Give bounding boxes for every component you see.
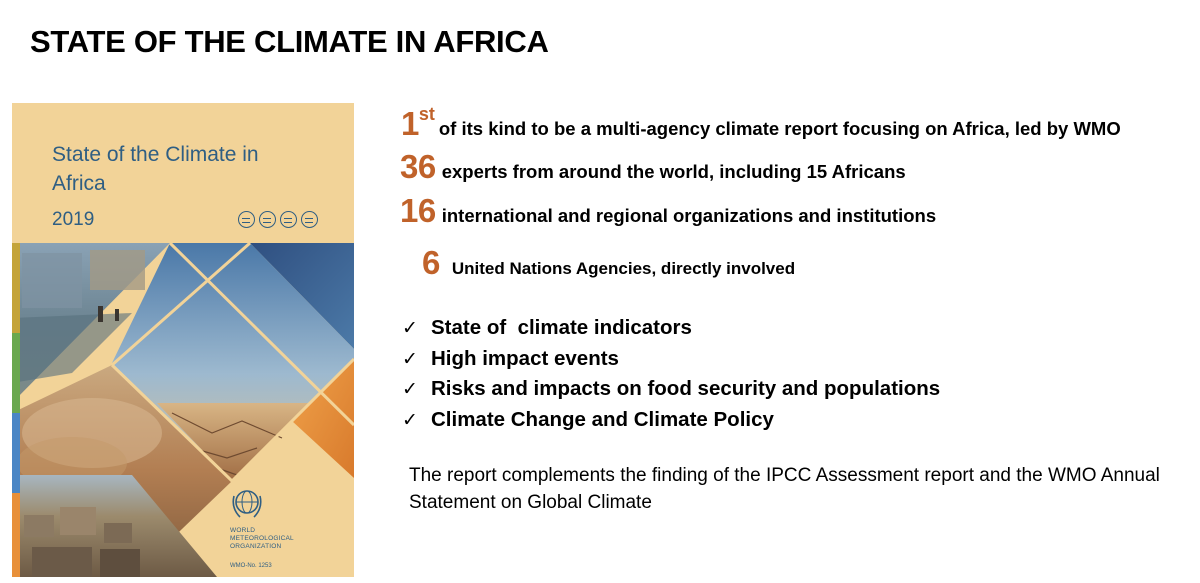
partner-logos <box>238 211 318 228</box>
check-mark-icon: ✓ <box>402 317 418 340</box>
stat-number: 36 <box>400 148 436 185</box>
partner-logo-icon <box>301 211 318 228</box>
checklist-item: ✓ Climate Change and Climate Policy <box>402 405 940 436</box>
stat-text: international and regional organizations… <box>441 205 937 226</box>
cover-publication-number: WMO-No. 1253 <box>230 563 272 569</box>
partner-logo-icon <box>238 211 255 228</box>
stat-text: United Nations Agencies, directly involv… <box>451 259 796 278</box>
stat-superscript: st <box>418 104 435 124</box>
stat-number: 6 <box>422 244 440 281</box>
check-mark-icon: ✓ <box>402 378 418 401</box>
stat-organizations: 16 international and regional organizatio… <box>400 192 936 230</box>
check-mark-icon: ✓ <box>402 408 418 431</box>
wmo-emblem-icon <box>232 490 262 518</box>
stat-text: experts from around the world, including… <box>441 161 906 182</box>
report-note: The report complements the finding of th… <box>409 465 1160 513</box>
checklist-item-text: Climate Change and Climate Policy <box>431 407 774 431</box>
checklist-item-text: Risks and impacts on food security and p… <box>431 377 941 401</box>
cover-year: 2019 <box>52 209 95 230</box>
partner-logo-icon <box>259 211 276 228</box>
partner-logo-icon <box>280 211 297 228</box>
stat-first: 1stof its kind to be a multi-agency clim… <box>401 104 1121 143</box>
stat-number: 1 <box>401 105 419 142</box>
report-cover-image: State of the Climate in Africa 2019 WORL… <box>12 103 354 577</box>
cover-organization: WORLD METEOROLOGICAL ORGANIZATION <box>230 527 294 550</box>
checklist-item: ✓ State of climate indicators <box>402 313 940 344</box>
checklist-item: ✓ High impact events <box>402 344 940 375</box>
stat-un-agencies: 6 United Nations Agencies, directly invol… <box>422 244 795 282</box>
stat-text: of its kind to be a multi-agency climate… <box>438 118 1121 139</box>
cover-side-color-strip <box>12 243 20 577</box>
cover-title: State of the Climate in Africa <box>52 143 259 195</box>
stat-number: 16 <box>400 192 436 229</box>
checklist-item: ✓ Risks and impacts on food security and… <box>402 374 940 405</box>
topic-checklist: ✓ State of climate indicators ✓ High imp… <box>402 313 940 435</box>
checklist-item-text: State of climate indicators <box>431 316 692 340</box>
stat-experts: 36 experts from around the world, includi… <box>400 148 906 186</box>
cover-artwork <box>12 241 354 577</box>
slide-title: STATE OF THE CLIMATE IN AFRICA <box>30 24 549 59</box>
checklist-item-text: High impact events <box>431 346 619 370</box>
check-mark-icon: ✓ <box>402 347 418 370</box>
